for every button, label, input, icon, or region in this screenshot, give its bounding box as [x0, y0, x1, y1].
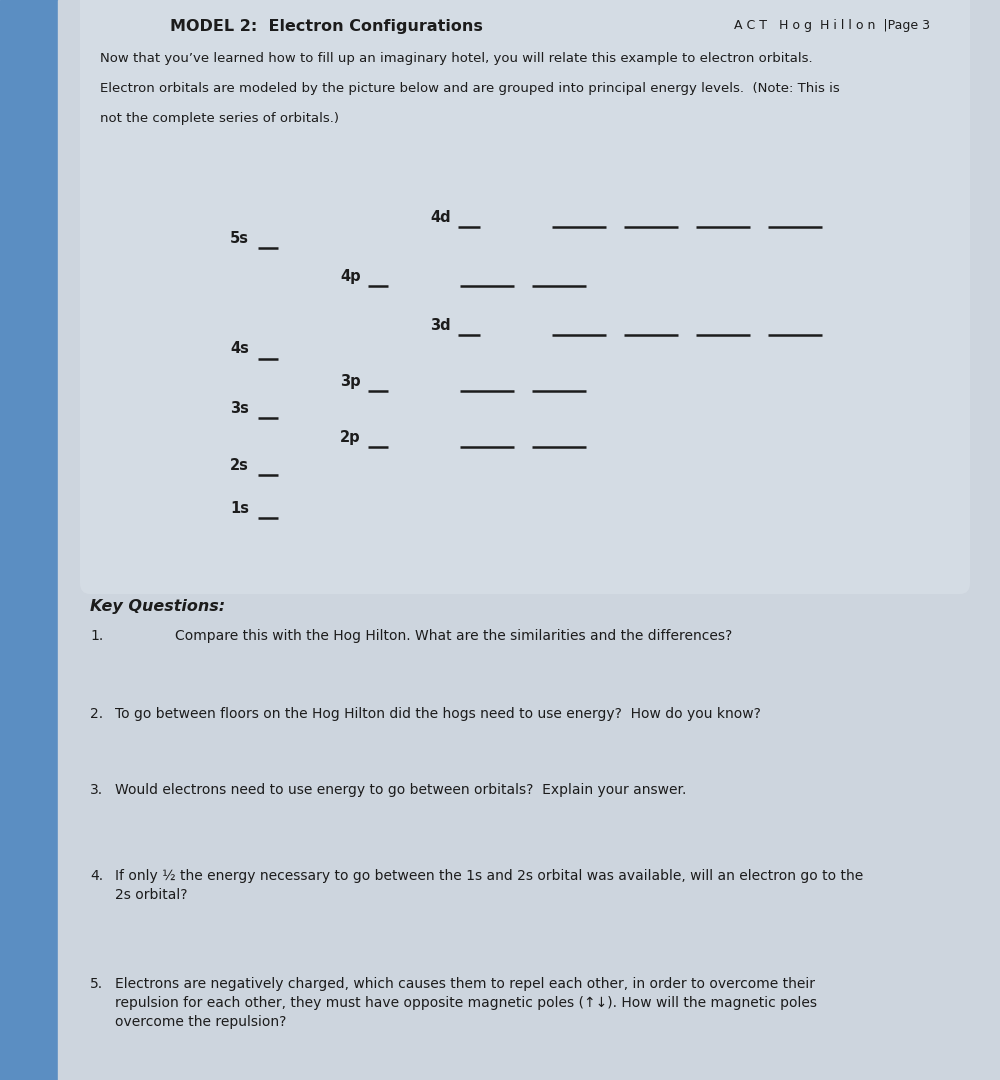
Text: Electrons are negatively charged, which causes them to repel each other, in orde: Electrons are negatively charged, which …	[115, 977, 817, 1029]
Text: If only ½ the energy necessary to go between the 1s and 2s orbital was available: If only ½ the energy necessary to go bet…	[115, 869, 863, 903]
Text: Compare this with the Hog Hilton. What are the similarities and the differences?: Compare this with the Hog Hilton. What a…	[175, 629, 732, 643]
Text: Key Questions:: Key Questions:	[90, 599, 225, 615]
Text: 2s: 2s	[230, 458, 249, 473]
Text: 3s: 3s	[230, 401, 249, 416]
Text: not the complete series of orbitals.): not the complete series of orbitals.)	[100, 112, 339, 125]
FancyBboxPatch shape	[80, 0, 970, 594]
Text: 3d: 3d	[430, 318, 451, 333]
Text: 5s: 5s	[230, 231, 249, 246]
Text: 4s: 4s	[230, 341, 249, 356]
Text: 4d: 4d	[430, 210, 451, 225]
Text: 3p: 3p	[340, 374, 361, 389]
Text: To go between floors on the Hog Hilton did the hogs need to use energy?  How do : To go between floors on the Hog Hilton d…	[115, 707, 761, 721]
Text: 1s: 1s	[230, 501, 249, 516]
Text: 1.: 1.	[90, 629, 103, 643]
Text: 4.: 4.	[90, 869, 103, 883]
Text: 2.: 2.	[90, 707, 103, 721]
Text: Now that you’ve learned how to fill up an imaginary hotel, you will relate this : Now that you’ve learned how to fill up a…	[100, 52, 813, 65]
Text: 4p: 4p	[340, 269, 361, 284]
Text: Electron orbitals are modeled by the picture below and are grouped into principa: Electron orbitals are modeled by the pic…	[100, 82, 840, 95]
Bar	[0, 0, 58, 1080]
Text: 5.: 5.	[90, 977, 103, 991]
Text: Would electrons need to use energy to go between orbitals?  Explain your answer.: Would electrons need to use energy to go…	[115, 783, 686, 797]
Text: A C T   H o g  H i l l o n  |Page 3: A C T H o g H i l l o n |Page 3	[734, 19, 930, 32]
Text: MODEL 2:  Electron Configurations: MODEL 2: Electron Configurations	[170, 19, 483, 35]
Text: 3.: 3.	[90, 783, 103, 797]
Text: 2p: 2p	[340, 430, 361, 445]
